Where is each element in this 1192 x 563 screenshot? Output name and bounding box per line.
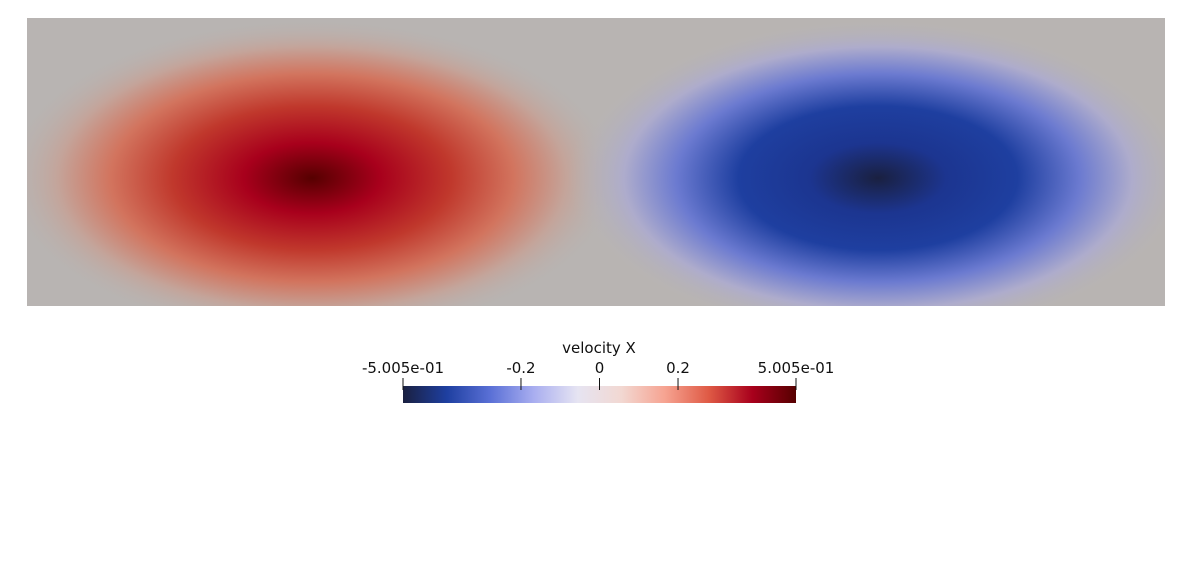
colorbar-tick-label: -0.2 — [506, 359, 535, 377]
colorbar: velocity X -5.005e-01 -0.2 0 0.2 5.005e-01 — [362, 339, 834, 403]
colorbar-gradient — [403, 386, 796, 403]
colorbar-tick-label: 0 — [595, 359, 605, 377]
colorbar-tick-label: -5.005e-01 — [362, 359, 444, 377]
colorbar-ticks: -5.005e-01 -0.2 0 0.2 5.005e-01 — [362, 359, 834, 390]
field-plot — [27, 18, 1165, 306]
colorbar-tick-label: 0.2 — [666, 359, 690, 377]
left-vortex-region — [27, 18, 622, 306]
colorbar-tick-label: 5.005e-01 — [758, 359, 835, 377]
colorbar-title: velocity X — [562, 339, 636, 357]
right-vortex-region — [568, 18, 1165, 306]
